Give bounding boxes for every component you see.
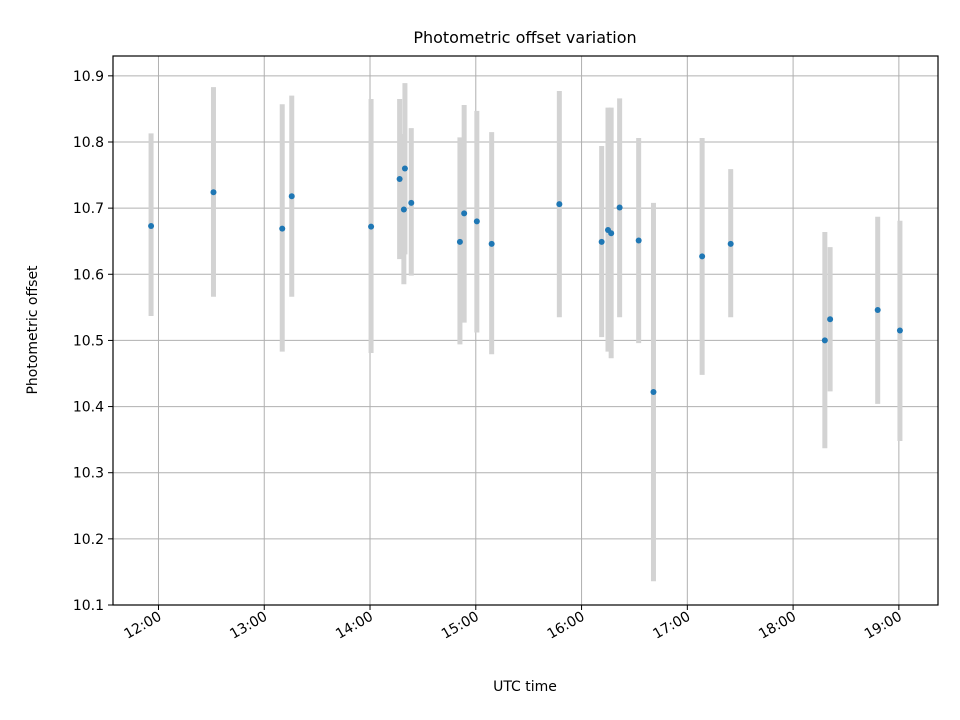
data-point xyxy=(456,238,463,245)
data-point xyxy=(635,237,642,244)
data-point xyxy=(400,206,407,213)
y-tick-label: 10.1 xyxy=(73,598,104,614)
data-point xyxy=(488,240,495,247)
data-point xyxy=(210,189,217,196)
data-points xyxy=(148,165,903,396)
y-tick-label: 10.9 xyxy=(73,69,104,85)
data-point xyxy=(408,199,415,206)
grid-lines xyxy=(113,56,938,606)
data-point xyxy=(699,253,706,260)
data-point xyxy=(368,223,375,230)
y-axis-ticks: 10.1 10.2 10.3 10.4 10.5 10.6 10.7 10.8 10.9 xyxy=(73,69,113,614)
data-point xyxy=(616,204,623,211)
data-point xyxy=(401,165,408,172)
chart-title: Photometric offset variation xyxy=(413,28,636,47)
data-point xyxy=(821,337,828,344)
data-point xyxy=(396,176,403,183)
data-point xyxy=(288,193,295,200)
y-tick-label: 10.8 xyxy=(73,135,104,151)
y-tick-label: 10.3 xyxy=(73,466,104,482)
data-point xyxy=(727,240,734,247)
data-point xyxy=(896,327,903,334)
y-tick-label: 10.2 xyxy=(73,532,104,548)
y-tick-label: 10.7 xyxy=(73,201,104,217)
data-point xyxy=(148,222,155,229)
y-tick-label: 10.6 xyxy=(73,267,104,283)
y-axis-label: Photometric offset xyxy=(25,265,41,395)
data-point xyxy=(473,218,480,225)
data-point xyxy=(827,316,834,323)
data-point xyxy=(556,201,563,208)
x-axis-label: UTC time xyxy=(493,679,557,695)
data-point xyxy=(608,230,615,237)
data-point xyxy=(874,306,881,313)
y-tick-label: 10.5 xyxy=(73,333,104,349)
plot-area-frame xyxy=(112,55,939,606)
y-tick-label: 10.4 xyxy=(73,400,104,416)
data-point xyxy=(598,238,605,245)
data-point xyxy=(279,225,286,232)
data-point xyxy=(650,389,657,396)
data-point xyxy=(461,210,468,217)
